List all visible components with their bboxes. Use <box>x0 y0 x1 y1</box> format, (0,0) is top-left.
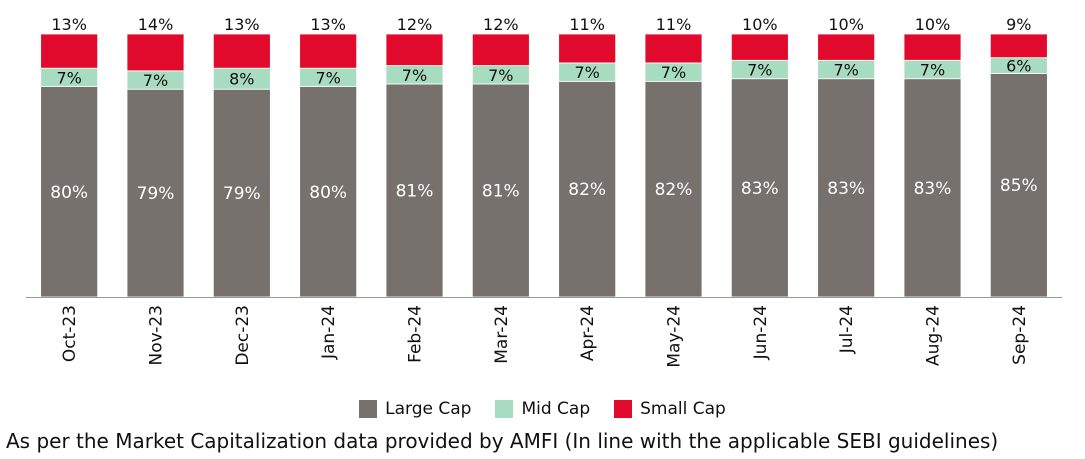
labels-layer: 80% 7% 13% 79% 7% 14% 79% 8% 13% 80% 7% 13% 81% 7% 12%… <box>50 15 1037 204</box>
legend: Large Cap Mid Cap Small Cap <box>0 396 1085 422</box>
bar-segment-large-cap <box>903 78 962 298</box>
data-label-mid-cap: 7% <box>56 68 81 87</box>
stacked-bar-chart: 80% 7% 13% 79% 7% 14% 79% 8% 13% 80% 7% 13% 81% 7% 12%… <box>26 15 1062 368</box>
bars-layer <box>40 33 1048 298</box>
bar-segment-small-cap <box>212 33 271 69</box>
bar-segment-large-cap <box>385 83 444 298</box>
data-label-large-cap: 81% <box>482 181 520 201</box>
data-label-mid-cap: 8% <box>229 70 254 89</box>
legend-swatch-large-cap <box>359 400 378 418</box>
bar-segment-small-cap <box>385 33 444 66</box>
x-tick-label: Apr-24 <box>578 305 598 361</box>
data-label-large-cap: 81% <box>396 181 434 201</box>
data-label-large-cap: 80% <box>309 183 347 203</box>
data-label-small-cap: 13% <box>51 15 87 34</box>
data-label-large-cap: 82% <box>568 180 606 200</box>
data-label-small-cap: 10% <box>828 15 864 34</box>
x-tick-label: Nov-23 <box>147 305 167 366</box>
data-label-small-cap: 11% <box>569 15 605 34</box>
x-tick-label: Jun-24 <box>751 305 771 360</box>
data-label-large-cap: 79% <box>137 184 175 204</box>
x-tick-label: Sep-24 <box>1010 305 1030 365</box>
bar-segment-small-cap <box>903 33 962 61</box>
data-label-mid-cap: 7% <box>143 71 168 90</box>
legend-item-small-cap: Small Cap <box>614 399 726 419</box>
x-tick-label: May-24 <box>665 305 685 368</box>
data-label-small-cap: 9% <box>1006 15 1031 34</box>
bar-segment-small-cap <box>40 33 99 69</box>
data-label-mid-cap: 7% <box>920 61 945 80</box>
x-tick-label: Jan-24 <box>319 305 339 360</box>
bar-segment-small-cap <box>126 33 185 72</box>
data-label-small-cap: 14% <box>138 15 174 34</box>
data-label-mid-cap: 7% <box>315 68 340 87</box>
legend-label-small-cap: Small Cap <box>640 399 726 419</box>
x-tick-label: Jul-24 <box>837 305 857 354</box>
x-tick-label: Mar-24 <box>492 305 512 364</box>
data-label-mid-cap: 6% <box>1006 57 1031 76</box>
data-label-small-cap: 12% <box>397 15 433 34</box>
data-label-small-cap: 13% <box>310 15 346 34</box>
data-label-large-cap: 83% <box>914 179 952 199</box>
bar-segment-large-cap <box>644 80 703 298</box>
bar-segment-small-cap <box>471 33 530 66</box>
x-tick-label: Dec-23 <box>233 305 253 366</box>
x-tick-labels: Oct-23 Nov-23 Dec-23 Jan-24 Feb-24 Mar-24 Apr-… <box>60 305 1030 368</box>
data-label-mid-cap: 7% <box>661 63 686 82</box>
data-label-large-cap: 85% <box>1000 176 1038 196</box>
data-label-large-cap: 80% <box>50 183 88 203</box>
data-label-small-cap: 10% <box>915 15 951 34</box>
bar-segment-large-cap <box>471 83 530 298</box>
bar-segment-small-cap <box>989 33 1048 59</box>
footnote: As per the Market Capitalization data pr… <box>6 429 999 453</box>
legend-item-large-cap: Large Cap <box>359 399 471 419</box>
data-label-mid-cap: 7% <box>833 61 858 80</box>
data-label-large-cap: 79% <box>223 184 261 204</box>
bar-segment-large-cap <box>40 86 99 298</box>
legend-swatch-small-cap <box>614 400 633 418</box>
bar-segment-large-cap <box>212 88 271 298</box>
data-label-mid-cap: 7% <box>747 61 772 80</box>
data-label-small-cap: 12% <box>483 15 519 34</box>
data-label-large-cap: 82% <box>655 180 693 200</box>
legend-label-mid-cap: Mid Cap <box>521 399 591 419</box>
data-label-large-cap: 83% <box>741 179 779 199</box>
data-label-mid-cap: 7% <box>402 66 427 85</box>
bar-segment-large-cap <box>558 80 617 298</box>
bar-segment-small-cap <box>558 33 617 64</box>
x-tick-label: Oct-23 <box>60 305 80 362</box>
bar-segment-small-cap <box>299 33 358 69</box>
bar-segment-small-cap <box>817 33 876 61</box>
legend-label-large-cap: Large Cap <box>385 399 472 419</box>
data-label-small-cap: 10% <box>742 15 778 34</box>
data-label-small-cap: 13% <box>224 15 260 34</box>
bar-segment-small-cap <box>730 33 789 61</box>
data-label-small-cap: 11% <box>656 15 692 34</box>
x-tick-label: Feb-24 <box>406 305 426 363</box>
data-label-mid-cap: 7% <box>574 63 599 82</box>
bar-segment-large-cap <box>730 78 789 298</box>
data-label-mid-cap: 7% <box>488 66 513 85</box>
legend-item-mid-cap: Mid Cap <box>495 399 590 419</box>
x-tick-label: Aug-24 <box>924 305 944 366</box>
bar-segment-small-cap <box>644 33 703 64</box>
bar-segment-large-cap <box>989 73 1048 298</box>
legend-swatch-mid-cap <box>495 400 514 418</box>
data-label-large-cap: 83% <box>827 179 865 199</box>
